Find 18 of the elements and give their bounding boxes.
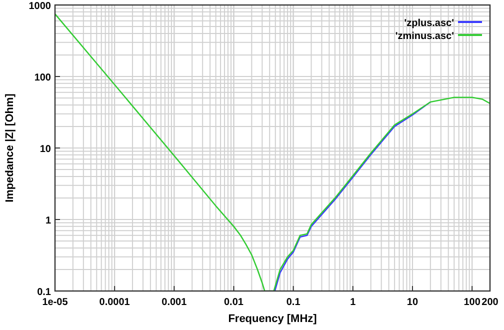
legend-label: 'zplus.asc' bbox=[404, 18, 454, 29]
x-tick-label: 0.0001 bbox=[99, 297, 130, 308]
x-tick-label: 1 bbox=[350, 297, 356, 308]
x-tick-label: 1e-05 bbox=[42, 297, 68, 308]
y-tick-label: 1 bbox=[45, 216, 52, 226]
x-tick-label: 0.001 bbox=[162, 297, 188, 308]
y-tick-label: 0.1 bbox=[37, 287, 52, 298]
x-tick-label: 0.1 bbox=[286, 297, 301, 308]
y-tick-label: 10 bbox=[40, 144, 52, 155]
y-axis-title: Impedance |Z| [Ohm] bbox=[4, 93, 16, 202]
x-tick-label: 0.01 bbox=[224, 297, 244, 308]
y-tick-label: 100 bbox=[34, 72, 52, 84]
x-tick-label: 10 bbox=[406, 297, 418, 308]
x-tick-label: 100 bbox=[464, 297, 481, 308]
x-tick-label: 200 bbox=[482, 297, 499, 308]
x-axis-title: Frequency [MHz] bbox=[228, 313, 318, 325]
legend-label: 'zminus.asc' bbox=[395, 31, 454, 42]
y-tick-label: 1000 bbox=[28, 1, 52, 12]
